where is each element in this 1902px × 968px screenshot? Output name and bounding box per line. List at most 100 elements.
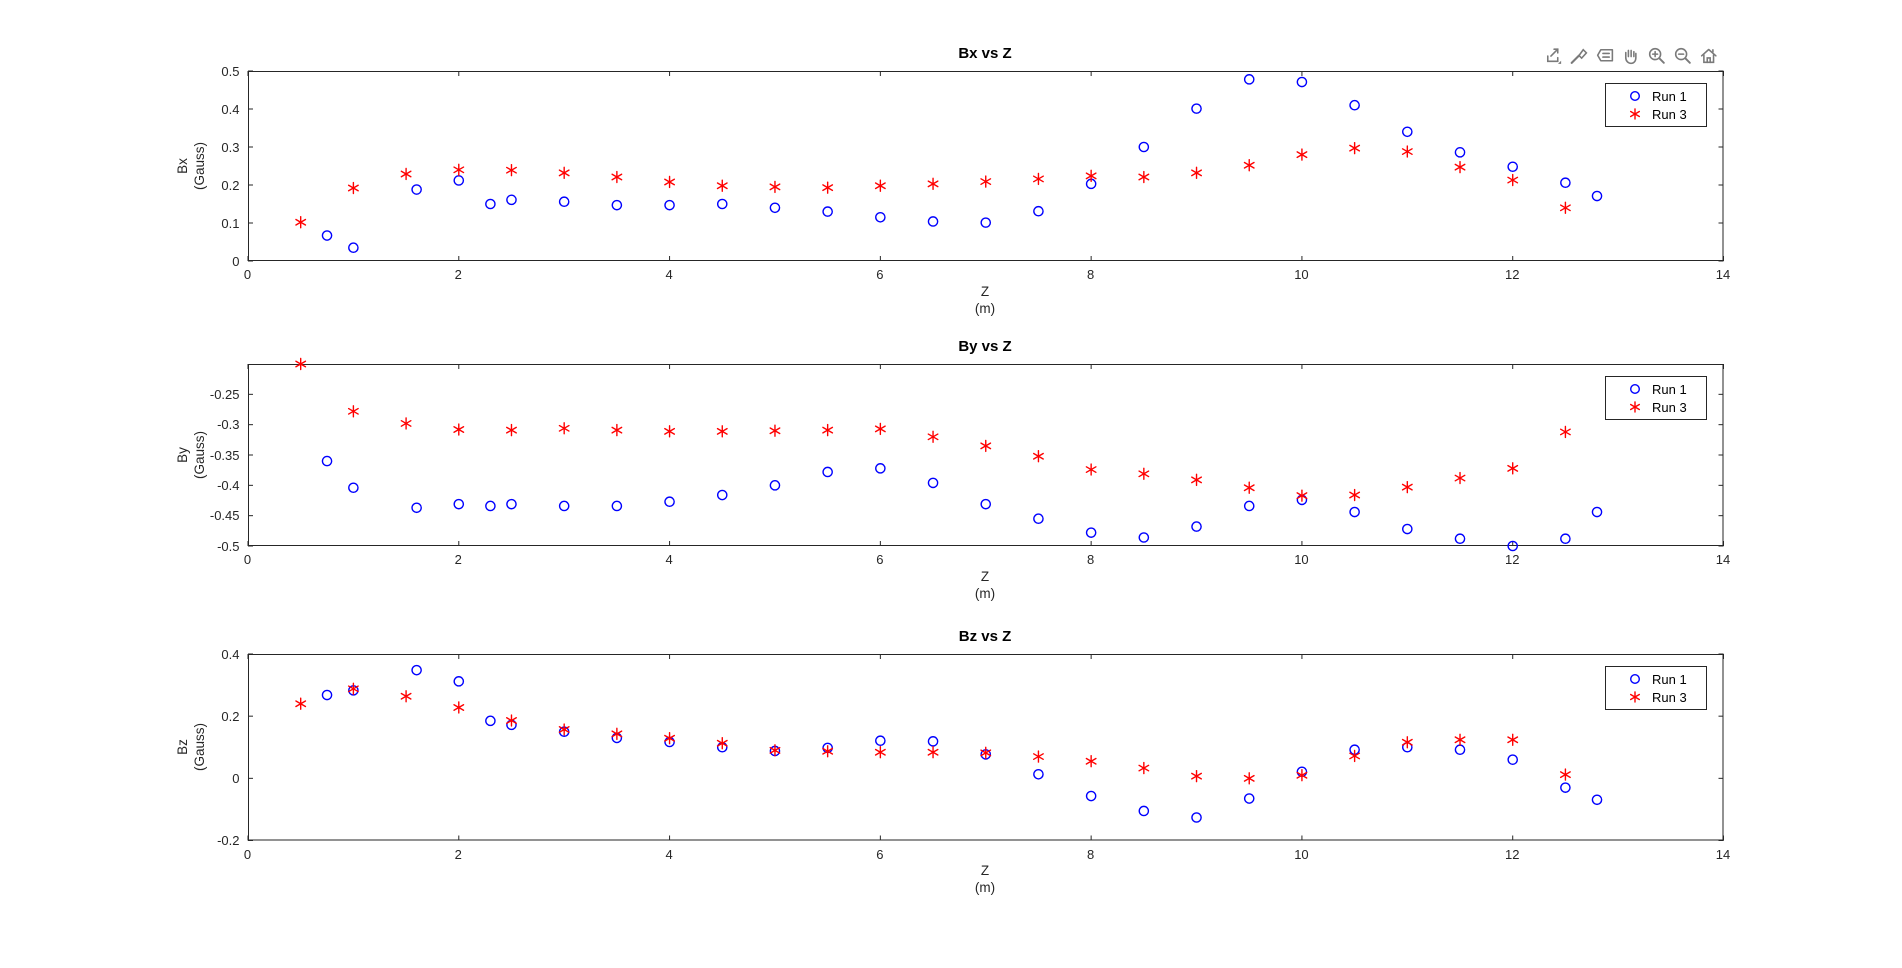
x-tick-label: 10 [1294,846,1309,862]
x-tick-label: 0 [243,267,252,282]
data-point-asterisk [716,179,728,192]
legend-entry[interactable]: Run 1 [1606,380,1706,398]
x-tick-label: 0 [243,846,252,862]
legend-entry[interactable]: Run 1 [1606,87,1706,105]
data-point-asterisk [1190,166,1202,180]
y-tick-label: 0 [232,770,240,786]
data-point-circle [1591,506,1602,518]
plot-area-bz[interactable] [247,653,1724,841]
data-point-asterisk [1032,450,1044,463]
brush-icon[interactable] [1568,45,1589,66]
legend-circle-icon [1630,673,1641,685]
legend-entry[interactable]: Run 1 [1606,670,1706,688]
data-point-asterisk [505,423,517,437]
plot-area-bx[interactable] [247,70,1724,262]
data-point-circle [979,498,991,510]
y-tick-label: 0.1 [221,215,240,231]
data-point-circle [505,498,517,510]
export-icon[interactable] [1542,45,1563,66]
legend-by[interactable]: Run 1 Run 3 [1605,376,1707,420]
series-run-3 [294,682,1571,785]
legend-entry[interactable]: Run 3 [1606,398,1706,416]
data-point-circle [1085,790,1096,802]
legend-entry[interactable]: Run 3 [1606,688,1706,706]
zoom-out-icon[interactable] [1672,45,1693,66]
data-point-asterisk [400,690,412,703]
data-point-asterisk [1559,201,1571,215]
legend-bx[interactable]: Run 1 Run 3 [1605,83,1707,127]
data-point-asterisk [1454,733,1465,746]
data-point-circle [321,455,332,467]
data-point-circle [1190,103,1202,114]
data-point-circle [1138,141,1149,153]
x-axis-label-bz: Z (m) [247,862,1723,896]
data-point-circle [452,498,464,510]
data-point-asterisk [663,425,675,438]
pan-icon [1624,49,1637,64]
x-tick-label: 12 [1504,267,1520,282]
data-point-asterisk [1348,749,1360,763]
data-point-asterisk [1085,169,1097,183]
data-point-asterisk [400,417,412,430]
data-point-asterisk [927,430,939,444]
data-point-circle [410,664,422,676]
data-point-asterisk [1506,173,1518,187]
y-tick-label: -0.2 [217,833,240,848]
x-tick-label: 6 [876,846,884,862]
chart-title-bx: Bx vs Z [958,45,1012,62]
y-tick-label: -0.45 [209,508,240,524]
data-point-circle [1243,74,1255,85]
legend-entry[interactable]: Run 3 [1606,105,1706,123]
data-point-circle [874,463,886,474]
data-point-circle [1190,521,1202,532]
data-point-asterisk [927,746,939,759]
y-tick-label: 0.4 [221,101,240,117]
home-icon[interactable] [1698,45,1719,66]
data-point-circle [410,502,422,514]
datatips-icon[interactable] [1594,45,1615,66]
data-point-asterisk [769,424,780,437]
x-axis-label-line1: Z [980,569,990,584]
legend-asterisk-icon [1629,108,1641,120]
data-point-asterisk [1032,172,1044,186]
plot-area-by[interactable] [247,357,1724,552]
legend-bz[interactable]: Run 1 Run 3 [1605,666,1707,710]
legend-circle-icon [1630,90,1641,102]
data-point-circle [663,199,675,211]
series-run-1 [321,74,1602,253]
data-point-circle [1085,527,1096,538]
x-tick-label: 14 [1715,552,1731,567]
x-tick-label: 4 [665,267,673,282]
data-point-circle [769,480,780,491]
data-point-asterisk [1190,769,1202,783]
data-point-asterisk [505,163,517,177]
data-point-asterisk [1506,733,1518,746]
y-tick-label: 0.2 [221,708,240,724]
brush-icon [1570,48,1588,64]
x-tick-label: 8 [1087,552,1095,567]
data-point-asterisk [1295,769,1307,782]
axes-toolbar [1537,44,1719,66]
zoom-in-icon[interactable] [1646,45,1667,66]
data-point-asterisk [558,166,570,180]
pan-icon[interactable] [1620,45,1641,66]
data-point-circle [1401,126,1413,138]
y-tick-label: -0.5 [217,538,240,554]
data-point-asterisk [452,423,464,436]
x-tick-label: 10 [1294,267,1309,282]
data-point-asterisk [979,175,991,188]
data-point-circle [1138,532,1149,543]
data-point-circle [1506,161,1518,173]
data-point-asterisk [927,177,939,191]
data-point-circle [1138,805,1149,817]
data-point-asterisk [1454,160,1465,174]
x-tick-label: 4 [665,552,673,567]
data-point-circle [1454,147,1465,158]
y-tick-label: -0.4 [217,477,240,493]
chart-title-bz: Bz vs Z [958,628,1012,645]
data-point-asterisk [1401,736,1413,749]
data-point-circle [321,230,332,241]
data-point-asterisk [716,425,728,438]
data-point-circle [452,175,464,186]
